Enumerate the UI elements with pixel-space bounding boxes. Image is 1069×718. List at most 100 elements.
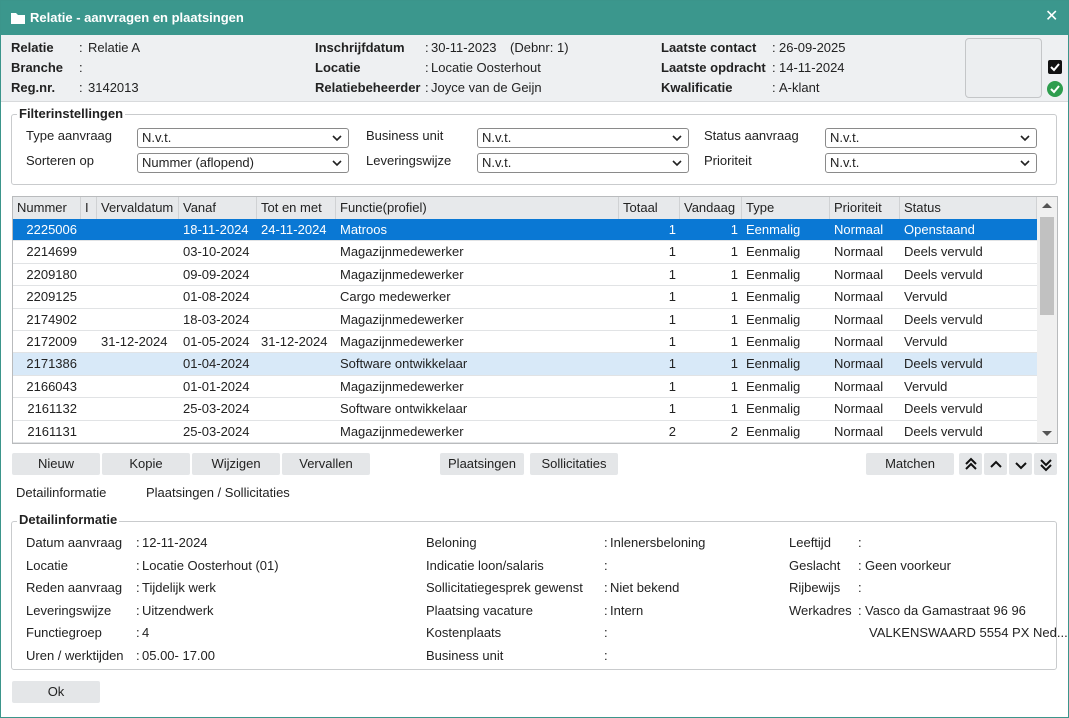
- table-cell: Normaal: [830, 241, 900, 263]
- table-cell: 2161131: [13, 421, 81, 443]
- column-header[interactable]: Functie(profiel): [336, 197, 619, 219]
- button[interactable]: Sollicitaties: [530, 453, 618, 475]
- detail-label: Business unit: [426, 646, 503, 666]
- nav-button[interactable]: [1009, 453, 1032, 475]
- select[interactable]: N.v.t.: [825, 128, 1037, 148]
- field-value: Relatie A: [88, 38, 140, 58]
- separator: :: [136, 533, 140, 553]
- table: NummerIVervaldatumVanafTot en metFunctie…: [12, 196, 1058, 444]
- close-button[interactable]: ✕: [1045, 7, 1058, 27]
- separator: :: [136, 556, 140, 576]
- table-cell: 1: [619, 398, 680, 420]
- table-cell: Magazijnmedewerker: [336, 241, 619, 263]
- dropdown-arrow: [332, 160, 342, 167]
- detail-label: Functiegroep: [26, 623, 102, 643]
- table-cell: 18-11-2024: [179, 219, 257, 241]
- select[interactable]: N.v.t.: [477, 153, 689, 173]
- separator: :: [136, 578, 140, 598]
- table-cell: 1: [680, 309, 742, 331]
- separator: :: [604, 601, 608, 621]
- select[interactable]: Nummer (aflopend): [137, 153, 349, 173]
- select[interactable]: N.v.t.: [825, 153, 1037, 173]
- field-label: Locatie: [315, 58, 361, 78]
- checkbox-icon[interactable]: [1047, 59, 1063, 75]
- button-label: Ok: [48, 684, 65, 699]
- table-cell: Deels vervuld: [900, 421, 1037, 443]
- nav-icon: [1038, 457, 1054, 472]
- table-cell: Normaal: [830, 353, 900, 375]
- table-cell: Normaal: [830, 264, 900, 286]
- table-cell: Deels vervuld: [900, 264, 1037, 286]
- table-cell: Magazijnmedewerker: [336, 376, 619, 398]
- detail-value: VALKENSWAARD 5554 PX Ned...: [869, 623, 1068, 643]
- button[interactable]: Vervallen: [282, 453, 370, 475]
- column-header[interactable]: Prioriteit: [830, 197, 900, 219]
- table-cell: Eenmalig: [742, 376, 830, 398]
- filter-label: Leveringswijze: [366, 151, 451, 171]
- table-cell: 2166043: [13, 376, 81, 398]
- scrollbar-thumb[interactable]: [1040, 217, 1054, 315]
- table-cell: 1: [619, 331, 680, 353]
- nav-button[interactable]: [984, 453, 1007, 475]
- nav-button[interactable]: [959, 453, 982, 475]
- field-label: Relatie: [11, 38, 54, 58]
- separator: :: [858, 533, 862, 553]
- table-cell: 1: [680, 398, 742, 420]
- tab[interactable]: Plaatsingen / Sollicitaties: [146, 483, 290, 503]
- button[interactable]: Kopie: [102, 453, 190, 475]
- table-cell: 01-05-2024: [179, 331, 257, 353]
- table-cell: Software ontwikkelaar: [336, 398, 619, 420]
- dropdown-arrow: [332, 135, 342, 142]
- column-header[interactable]: Vervaldatum: [97, 197, 179, 219]
- nav-icon: [1013, 457, 1029, 472]
- nav-button[interactable]: [1034, 453, 1057, 475]
- field-label: Relatiebeheerder: [315, 78, 421, 98]
- table-cell: Magazijnmedewerker: [336, 331, 619, 353]
- dropdown-arrow: [672, 135, 682, 142]
- ok-button[interactable]: Ok: [12, 681, 100, 703]
- table-cell: 09-09-2024: [179, 264, 257, 286]
- field-label: Laatste contact: [661, 38, 756, 58]
- field-value: Joyce van de Geijn: [431, 78, 542, 98]
- detail-value: Uitzendwerk: [142, 601, 214, 621]
- column-header[interactable]: Nummer: [13, 197, 81, 219]
- scroll-up[interactable]: [1042, 202, 1052, 208]
- button[interactable]: Wijzigen: [192, 453, 280, 475]
- column-header[interactable]: Status: [900, 197, 1037, 219]
- button[interactable]: Matchen: [866, 453, 954, 475]
- button-label: Nieuw: [38, 456, 74, 471]
- table-cell: 1: [619, 353, 680, 375]
- filter-label: Prioriteit: [704, 151, 752, 171]
- column-header[interactable]: Vanaf: [179, 197, 257, 219]
- separator: :: [425, 78, 429, 98]
- filter-label: Sorteren op: [26, 151, 94, 171]
- select[interactable]: N.v.t.: [137, 128, 349, 148]
- table-cell: 2225006: [13, 219, 81, 241]
- detail-value: Inlenersbeloning: [610, 533, 705, 553]
- scroll-down[interactable]: [1042, 431, 1052, 437]
- column-header[interactable]: Type: [742, 197, 830, 219]
- detail-value: Niet bekend: [610, 578, 679, 598]
- column-header[interactable]: I: [81, 197, 97, 219]
- table-cell: 01-01-2024: [179, 376, 257, 398]
- detail-label: Geslacht: [789, 556, 840, 576]
- table-cell: 2209125: [13, 286, 81, 308]
- separator: :: [136, 623, 140, 643]
- detail-value: Vasco da Gamastraat 96 96: [865, 601, 1026, 621]
- table-cell: Cargo medewerker: [336, 286, 619, 308]
- tab[interactable]: Detailinformatie: [16, 483, 106, 503]
- column-header[interactable]: Totaal: [619, 197, 680, 219]
- dropdown-arrow: [1020, 135, 1030, 142]
- table-cell: Normaal: [830, 398, 900, 420]
- button[interactable]: Nieuw: [12, 453, 100, 475]
- select[interactable]: N.v.t.: [477, 128, 689, 148]
- dropdown-arrow: [672, 160, 682, 167]
- table-cell: 2209180: [13, 264, 81, 286]
- column-header[interactable]: Vandaag: [680, 197, 742, 219]
- button[interactable]: Plaatsingen: [440, 453, 524, 475]
- column-header[interactable]: Tot en met: [257, 197, 336, 219]
- table-cell: 31-12-2024: [257, 331, 336, 353]
- button-label: Wijzigen: [211, 456, 260, 471]
- window-title: Relatie - aanvragen en plaatsingen: [30, 8, 244, 28]
